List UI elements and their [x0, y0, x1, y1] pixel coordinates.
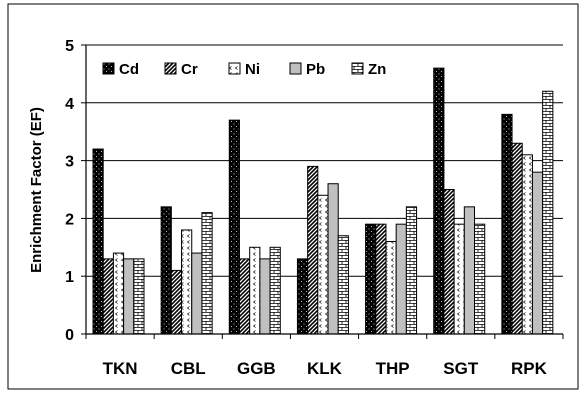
- bar-zn-cbl: [201, 212, 213, 335]
- x-tick-label: TKN: [103, 359, 138, 378]
- x-tick-label: RPK: [511, 359, 548, 378]
- bar-pb-rpk: [531, 171, 544, 335]
- legend-swatch-cr: [164, 62, 177, 75]
- bar-cd-cbl: [160, 206, 172, 335]
- bar-cr-rpk: [511, 142, 523, 335]
- bar-pb-cbl: [191, 252, 203, 335]
- y-tick-label: 3: [65, 154, 74, 171]
- bar-zn-rpk: [542, 90, 554, 335]
- y-tick-label: 2: [65, 211, 74, 228]
- bar-cr-tkn: [102, 258, 114, 335]
- y-tick-label: 0: [65, 327, 74, 344]
- bar-ni-sgt: [453, 223, 465, 335]
- bar-zn-tkn: [133, 258, 145, 335]
- bar-ni-thp: [385, 241, 397, 335]
- legend-label-ni: Ni: [245, 61, 260, 78]
- bar-zn-sgt: [474, 223, 486, 335]
- bar-ni-cbl: [181, 229, 193, 335]
- bar-cd-sgt: [433, 67, 445, 335]
- x-tick-label: KLK: [307, 359, 343, 378]
- bar-zn-thp: [405, 206, 418, 335]
- bar-cd-klk: [296, 258, 309, 335]
- bar-cd-ggb: [228, 119, 240, 335]
- bar-pb-klk: [327, 183, 339, 335]
- y-tick-label: 1: [65, 269, 74, 286]
- x-tick-label: CBL: [171, 359, 206, 378]
- legend-label-zn: Zn: [368, 61, 386, 78]
- bar-pb-ggb: [259, 258, 271, 335]
- bar-ni-rpk: [521, 154, 533, 335]
- bar-zn-klk: [337, 235, 349, 335]
- axes: 0 1 2 3 4 5 TKN CBL GGB KLK THP SGT RPK: [65, 38, 564, 378]
- legend-swatch-zn: [351, 62, 364, 75]
- bar-cd-rpk: [501, 113, 513, 335]
- legend-swatch-ni: [228, 62, 241, 75]
- y-tick-label: 4: [65, 96, 74, 113]
- legend-label-pb: Pb: [306, 61, 325, 78]
- bar-pb-thp: [395, 223, 407, 335]
- bar-cr-cbl: [170, 269, 183, 335]
- x-tick-label: SGT: [443, 359, 479, 378]
- bar-cr-klk: [307, 165, 319, 335]
- legend-swatch-cd: [102, 62, 115, 75]
- y-tick-label: 5: [65, 38, 74, 55]
- bar-ni-tkn: [112, 252, 125, 335]
- bar-ni-klk: [317, 194, 329, 335]
- bar-ni-ggb: [249, 246, 261, 335]
- bar-cd-thp: [365, 223, 377, 335]
- bar-pb-tkn: [123, 258, 135, 335]
- x-tick-label: THP: [376, 359, 410, 378]
- legend-swatch-pb: [289, 62, 302, 75]
- bar-cr-sgt: [443, 189, 455, 335]
- bar-cr-thp: [375, 223, 387, 335]
- bar-cd-tkn: [92, 148, 104, 335]
- bar-cr-ggb: [238, 258, 251, 335]
- legend-label-cd: Cd: [119, 61, 139, 78]
- bar-zn-ggb: [269, 246, 281, 335]
- y-axis-label: Enrichment Factor (EF): [28, 107, 45, 273]
- legend: Cd Cr Ni Pb Zn: [102, 61, 386, 78]
- legend-label-cr: Cr: [181, 61, 198, 78]
- x-tick-label: GGB: [237, 359, 276, 378]
- bar-pb-sgt: [463, 206, 476, 335]
